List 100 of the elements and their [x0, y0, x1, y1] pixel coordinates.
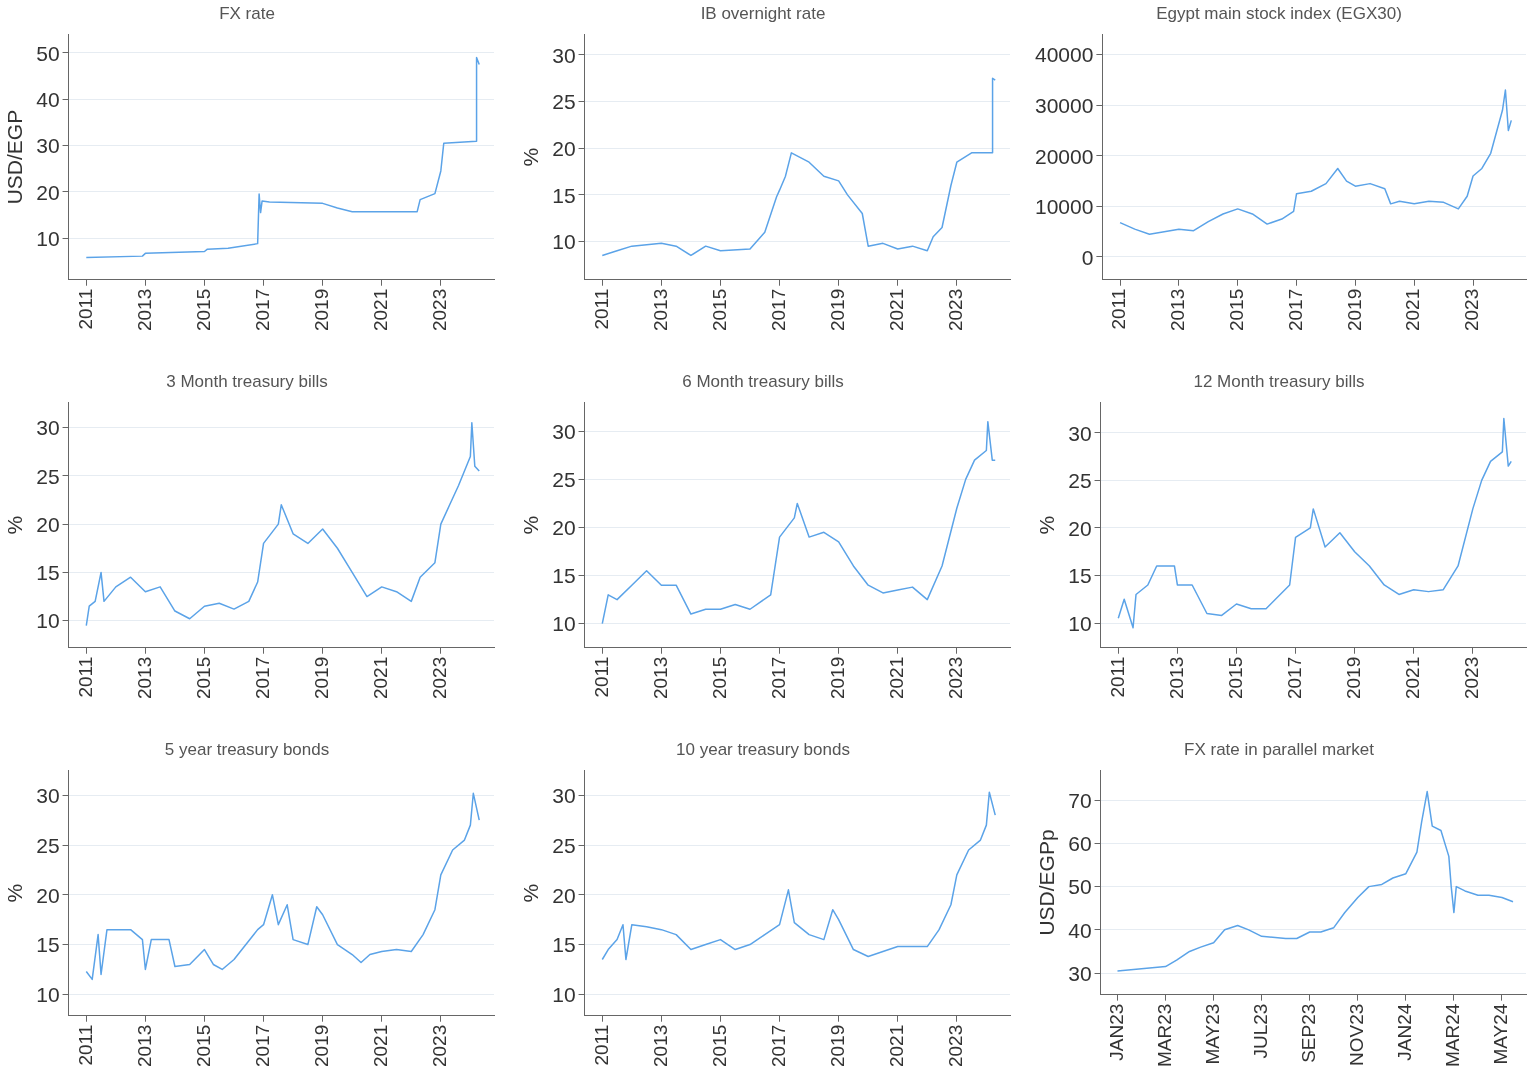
- x-tick-label: 2013: [1167, 288, 1189, 332]
- x-tick-label: 2021: [885, 656, 907, 700]
- x-tick-label: 2015: [708, 656, 730, 700]
- y-tick-label: 20000: [1034, 144, 1094, 168]
- y-tick-label: 30: [36, 784, 60, 808]
- y-tick-label: 70: [1068, 789, 1092, 813]
- x-tick-label: 2013: [1165, 656, 1187, 700]
- y-tick-label: 15: [552, 933, 576, 957]
- y-tick-label: 30: [1068, 961, 1092, 985]
- x-tick-label: 2013: [133, 1024, 155, 1068]
- x-tick-label: 2019: [310, 656, 332, 700]
- y-tick-label: 20: [36, 512, 60, 536]
- y-tick-label: 10: [552, 612, 576, 636]
- x-tick-label: 2019: [310, 1024, 332, 1068]
- x-tick-label: 2019: [826, 288, 848, 332]
- y-tick-label: 40000: [1034, 43, 1094, 67]
- y-tick-label: 40: [36, 88, 60, 111]
- x-tick-label: 2021: [369, 1024, 391, 1068]
- x-tick-label: MAY24: [1490, 1003, 1512, 1065]
- y-tick-label: 10: [552, 230, 576, 254]
- x-tick-label: 2013: [649, 656, 671, 700]
- x-tick-label: 2023: [429, 288, 451, 332]
- y-tick-label: 25: [1068, 469, 1092, 493]
- x-tick-label: 2021: [1401, 656, 1423, 700]
- chart-title: 3 Month treasury bills: [166, 371, 328, 391]
- chart-title: 10 year treasury bonds: [676, 739, 850, 759]
- x-tick-label: 2023: [945, 288, 967, 332]
- x-tick-label: 2015: [708, 1024, 730, 1068]
- x-tick-label: JAN24: [1394, 1003, 1416, 1061]
- y-tick-label: 20: [552, 516, 576, 540]
- chart-title: IB overnight rate: [700, 3, 826, 23]
- y-tick-label: 15: [1068, 564, 1092, 588]
- x-tick-label: 2017: [1284, 288, 1306, 332]
- chart-title: 5 year treasury bonds: [164, 739, 330, 759]
- x-tick-label: 2021: [885, 1024, 907, 1068]
- x-tick-label: 2011: [74, 288, 96, 330]
- chart-title: 6 Month treasury bills: [682, 371, 844, 391]
- y-tick-label: 10: [36, 983, 60, 1007]
- y-tick-label: 25: [552, 468, 576, 492]
- x-tick-label: MAR23: [1153, 1003, 1175, 1067]
- y-tick-label: 25: [36, 464, 60, 488]
- x-tick-label: 2017: [251, 656, 273, 700]
- y-axis-title: %: [3, 515, 27, 535]
- x-tick-label: 2023: [429, 656, 451, 700]
- y-tick-label: 15: [552, 183, 576, 207]
- y-tick-label: 10000: [1034, 195, 1094, 219]
- y-tick-label: 25: [552, 90, 576, 114]
- y-tick-label: 0: [1081, 245, 1094, 269]
- x-tick-label: 2021: [369, 656, 391, 700]
- x-tick-label: 2019: [1343, 288, 1365, 332]
- x-tick-label: 2011: [74, 1024, 96, 1066]
- x-tick-label: 2019: [826, 1024, 848, 1068]
- y-tick-label: 30: [36, 416, 60, 440]
- y-tick-label: 30: [1068, 421, 1092, 445]
- y-tick-label: 10: [552, 983, 576, 1007]
- x-tick-label: 2011: [590, 656, 612, 698]
- chart-title: 12 Month treasury bills: [1193, 371, 1365, 391]
- x-tick-label: 2017: [1283, 656, 1305, 700]
- x-tick-label: SEP23: [1297, 1003, 1319, 1063]
- y-tick-label: 25: [552, 833, 576, 857]
- x-tick-label: 2017: [767, 288, 789, 332]
- x-tick-label: 2017: [251, 288, 273, 332]
- y-tick-label: 50: [1068, 875, 1092, 899]
- x-tick-label: 2017: [767, 656, 789, 700]
- y-axis-title: %: [519, 883, 543, 903]
- y-tick-label: 30: [36, 134, 60, 158]
- x-tick-label: 2013: [649, 1024, 671, 1068]
- y-tick-label: 30: [552, 43, 576, 67]
- x-tick-label: 2019: [826, 656, 848, 700]
- y-tick-label: 20: [552, 137, 576, 160]
- x-tick-label: 2019: [1342, 656, 1364, 700]
- x-tick-label: 2011: [590, 1024, 612, 1066]
- x-tick-label: 2011: [1108, 288, 1130, 330]
- x-tick-label: 2015: [192, 1024, 214, 1068]
- y-axis-title: %: [519, 147, 543, 167]
- x-tick-label: 2015: [192, 656, 214, 700]
- x-tick-label: 2021: [369, 288, 391, 332]
- x-tick-label: 2023: [1461, 288, 1483, 332]
- y-axis-title: %: [519, 515, 543, 535]
- y-tick-label: 20: [552, 883, 576, 907]
- x-tick-label: 2023: [1461, 656, 1483, 700]
- y-tick-label: 40: [1068, 918, 1092, 942]
- chart-title: FX rate in parallel market: [1184, 739, 1375, 759]
- x-tick-label: 2015: [1224, 656, 1246, 700]
- x-tick-label: 2013: [649, 288, 671, 332]
- y-tick-label: 15: [36, 933, 60, 957]
- x-tick-label: JAN23: [1105, 1003, 1127, 1061]
- y-tick-label: 10: [36, 226, 60, 250]
- x-tick-label: 2015: [1225, 288, 1247, 332]
- y-axis-title: %: [3, 883, 27, 903]
- x-tick-label: 2011: [74, 656, 96, 698]
- y-tick-label: 25: [36, 833, 60, 857]
- chart-title: FX rate: [219, 3, 275, 23]
- x-tick-label: 2023: [945, 1024, 967, 1068]
- y-tick-label: 30000: [1034, 94, 1094, 118]
- x-tick-label: 2021: [1402, 288, 1424, 332]
- x-tick-label: MAR24: [1442, 1003, 1464, 1067]
- x-tick-label: 2013: [133, 656, 155, 700]
- x-tick-label: 2023: [945, 656, 967, 700]
- y-axis-title: %: [1035, 515, 1059, 535]
